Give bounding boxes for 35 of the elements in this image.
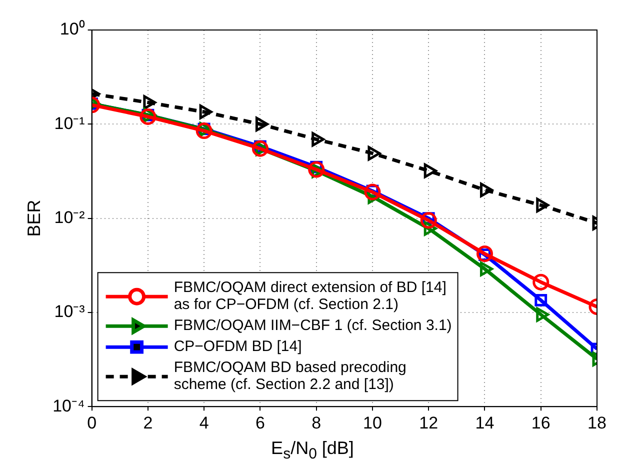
x-tick-label: 12 bbox=[419, 413, 438, 432]
y-tick-label: 10⁻² bbox=[54, 208, 86, 227]
point bbox=[143, 95, 156, 110]
x-tick-label: 2 bbox=[143, 413, 153, 432]
point bbox=[534, 294, 548, 306]
x-tick-label: 16 bbox=[531, 413, 550, 432]
x-tick-label: 0 bbox=[87, 413, 97, 432]
y-tick-label: 10⁻¹ bbox=[54, 114, 86, 133]
y-tick-label: 10⁻⁴ bbox=[52, 396, 85, 416]
point bbox=[199, 104, 212, 120]
point bbox=[255, 116, 268, 132]
y-tick-label: 10⁰ bbox=[60, 20, 85, 39]
point bbox=[368, 146, 381, 161]
y-axis-title: BER bbox=[24, 200, 44, 237]
legend-label: CP−OFDM BD [14] bbox=[174, 338, 302, 356]
point bbox=[476, 246, 493, 262]
x-tick-label: 6 bbox=[255, 413, 265, 432]
point bbox=[480, 182, 493, 198]
point bbox=[532, 274, 550, 290]
y-tick-label: 10⁻³ bbox=[54, 302, 86, 322]
point bbox=[312, 132, 325, 147]
x-axis-title: E$_{s}$/N$_{0}$ [dB] bbox=[270, 438, 355, 463]
x-tick-label: 8 bbox=[312, 413, 322, 432]
legend-label: FBMC/OQAM IIM−CBF 1 (cf. Section 3.1) bbox=[174, 317, 452, 334]
point bbox=[480, 262, 493, 276]
legend-label: FBMC/OQAM BD based precoding scheme (cf. Section 2.2 and [13]) bbox=[174, 359, 406, 394]
point bbox=[308, 161, 325, 178]
point bbox=[424, 163, 437, 178]
x-tick-label: 14 bbox=[475, 413, 494, 432]
point bbox=[364, 184, 381, 200]
legend-label: FBMC/OQAM direct extension of BD [14] as for CP−OFDM (cf. Section 2.1) bbox=[174, 279, 446, 314]
x-tick-label: 18 bbox=[588, 413, 606, 432]
point bbox=[420, 212, 437, 229]
x-tick-label: 4 bbox=[199, 413, 209, 432]
x-tick-label: 10 bbox=[363, 413, 382, 432]
